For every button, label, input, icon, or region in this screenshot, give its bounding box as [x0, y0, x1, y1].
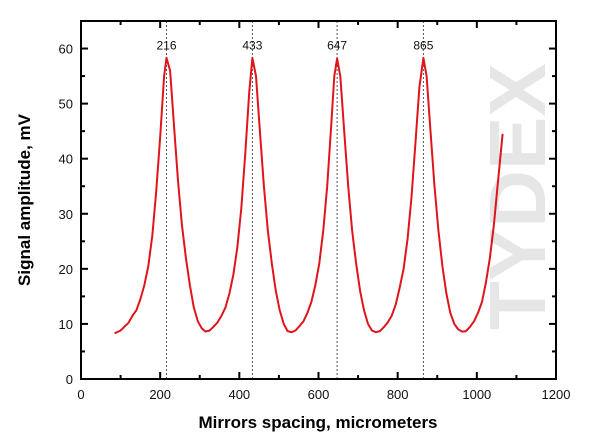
y-tick-label: 30 [59, 207, 73, 222]
peak-label: 216 [156, 39, 176, 53]
peak-label: 647 [327, 39, 347, 53]
signal-line [114, 56, 504, 335]
x-tick-label: 400 [228, 387, 250, 402]
x-tick-label: 200 [149, 387, 171, 402]
y-tick-label: 10 [59, 317, 73, 332]
y-axis-title: Signal amplitude, mV [15, 113, 34, 286]
y-tick-label: 20 [59, 262, 73, 277]
y-tick-label: 60 [59, 42, 73, 57]
y-tick-label: 0 [66, 372, 73, 387]
x-tick-label: 800 [387, 387, 409, 402]
x-tick-label: 0 [77, 387, 84, 402]
peak-label: 433 [242, 39, 262, 53]
x-tick-label: 1200 [542, 387, 571, 402]
y-tick-label: 40 [59, 152, 73, 167]
x-axis-title: Mirrors spacing, micrometers [198, 413, 437, 432]
x-tick-label: 1000 [462, 387, 491, 402]
y-tick-label: 50 [59, 97, 73, 112]
watermark-logo: TYDEX [473, 63, 562, 330]
x-tick-label: 600 [308, 387, 330, 402]
peak-label: 865 [413, 39, 433, 53]
